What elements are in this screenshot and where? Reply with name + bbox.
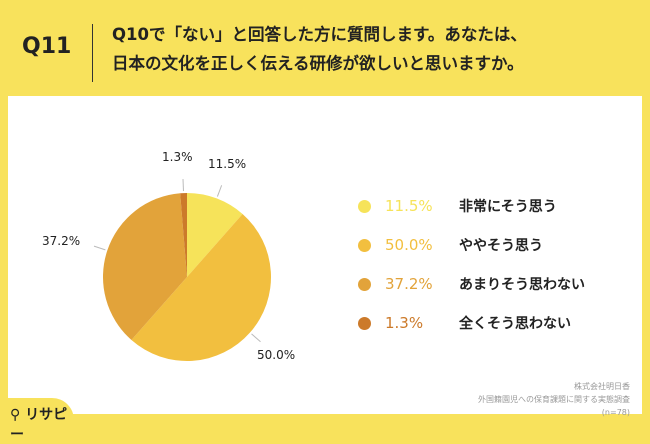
legend-value: 50.0%: [385, 236, 459, 254]
legend-label: あまりそう思わない: [459, 274, 585, 294]
pie-label-2: 37.2%: [42, 234, 80, 248]
legend-label: 全くそう思わない: [459, 313, 571, 333]
source-note: 株式会社明日香 外国籍園児への保育課題に関する実態調査 (n=78): [478, 380, 630, 419]
legend-item: 37.2%あまりそう思わない: [358, 274, 585, 294]
legend-label: ややそう思う: [459, 235, 543, 255]
leader-line-0: [217, 185, 221, 196]
source-survey: 外国籍園児への保育課題に関する実態調査: [478, 393, 630, 406]
legend-swatch: [358, 200, 371, 213]
source-company: 株式会社明日香: [478, 380, 630, 393]
pie-chart: [0, 0, 650, 434]
legend-item: 11.5%非常にそう思う: [358, 196, 557, 216]
legend-value: 1.3%: [385, 314, 459, 332]
legend-swatch: [358, 317, 371, 330]
leader-line-1: [252, 334, 261, 342]
sample-size: (n=78): [478, 406, 630, 419]
legend-item: 1.3%全くそう思わない: [358, 313, 571, 333]
legend-swatch: [358, 239, 371, 252]
legend-value: 37.2%: [385, 275, 459, 293]
legend-label: 非常にそう思う: [459, 196, 557, 216]
pie-label-1: 50.0%: [257, 348, 295, 362]
pie-label-3: 1.3%: [162, 150, 193, 164]
legend-item: 50.0%ややそう思う: [358, 235, 543, 255]
legend-swatch: [358, 278, 371, 291]
logo: ⚲ リサピー: [0, 398, 74, 434]
legend-value: 11.5%: [385, 197, 459, 215]
pie-label-0: 11.5%: [208, 157, 246, 171]
leader-line-2: [94, 246, 105, 250]
